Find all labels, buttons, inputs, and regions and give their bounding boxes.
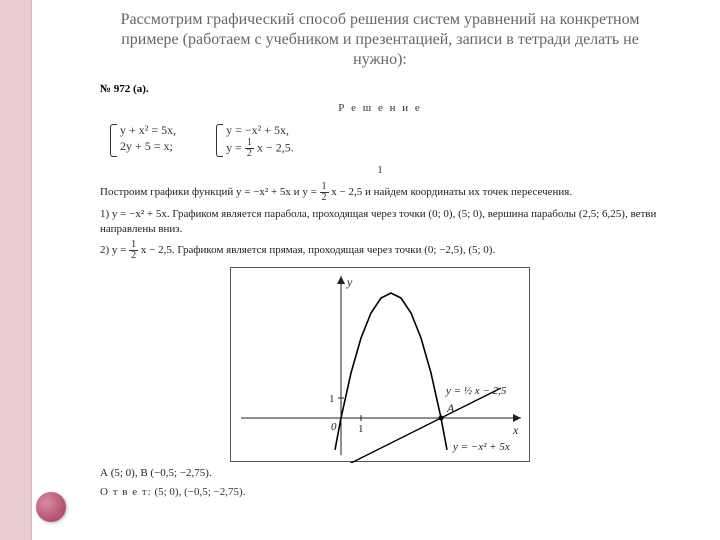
build-post: x − 2,5 и найдем координаты их точек пер… [329,186,573,198]
systems-row: y + x² = 5x, 2y + 5 = x; y = −x² + 5x, y… [110,122,660,159]
svg-text:x: x [512,423,519,437]
sys-r2-post: x − 2,5. [254,140,294,154]
svg-text:y: y [346,275,353,289]
slide-content: Рассмотрим графический способ решения си… [100,10,660,500]
item2-pre: 2) y = [100,244,129,256]
svg-text:y = −x² + 5x: y = −x² + 5x [452,441,510,453]
graph-svg: 011yxABy = ½ x − 2,5y = −x² + 5x [231,268,531,463]
sys-r2-pre: y = [226,140,245,154]
svg-text:1: 1 [358,423,364,435]
svg-text:0: 0 [331,421,337,433]
intersection-coords: А (5; 0), В (−0,5; −2,75). [100,466,660,481]
answer-value: (5; 0), (−0,5; −2,75). [152,486,246,498]
mid-one: 1 [100,163,660,178]
build-text: Построим графики функций y = −x² + 5x и … [100,182,660,203]
system-right: y = −x² + 5x, y = 12 x − 2,5. [216,122,294,159]
system-left: y + x² = 5x, 2y + 5 = x; [110,122,176,159]
svg-text:A: A [446,401,455,415]
item-2: 2) y = 12 x − 2,5. Графиком является пря… [100,240,660,261]
svg-text:1: 1 [329,393,335,405]
item-1: 1) y = −x² + 5x. Графиком является параб… [100,207,660,237]
intro-text: Рассмотрим графический способ решения си… [100,10,660,70]
solution-heading: Р е ш е н и е [100,101,660,116]
graph-figure: 011yxABy = ½ x − 2,5y = −x² + 5x [230,267,530,462]
fraction-half-icon: 12 [129,240,138,261]
fraction-half-icon: 12 [320,182,329,203]
system-left-row2: 2y + 5 = x; [120,138,176,154]
system-right-row2: y = 12 x − 2,5. [226,138,294,159]
item2-post: x − 2,5. Графиком является прямая, прохо… [138,244,495,256]
left-decorative-band [0,0,32,540]
answer-label: О т в е т: [100,486,152,498]
system-right-row1: y = −x² + 5x, [226,122,294,138]
system-left-row1: y + x² = 5x, [120,122,176,138]
fraction-half-icon: 12 [245,138,254,159]
problem-number: № 972 (а). [100,82,660,97]
nav-dot-button[interactable] [36,492,66,522]
build-pre: Построим графики функций y = −x² + 5x и … [100,186,320,198]
answer-line: О т в е т: (5; 0), (−0,5; −2,75). [100,485,660,500]
solution-body: № 972 (а). Р е ш е н и е y + x² = 5x, 2y… [100,82,660,500]
svg-text:y = ½ x − 2,5: y = ½ x − 2,5 [445,385,507,397]
